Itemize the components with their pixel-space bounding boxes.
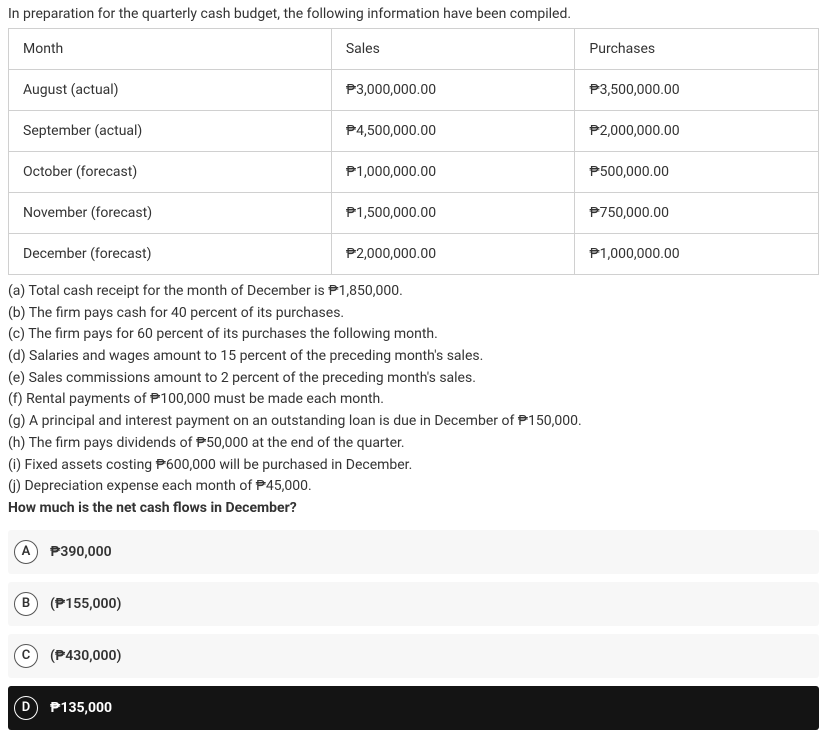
- statement-line: (d) Salaries and wages amount to 15 perc…: [8, 346, 819, 368]
- answer-option-c[interactable]: C (₱430,000): [8, 634, 819, 678]
- answer-option-d[interactable]: D ₱135,000: [8, 686, 819, 730]
- table-header: Purchases: [575, 29, 819, 70]
- option-letter-circle: A: [14, 540, 38, 564]
- option-label: (₱430,000): [50, 648, 121, 664]
- option-letter-circle: C: [14, 644, 38, 668]
- table-cell: ₱3,000,000.00: [331, 70, 575, 111]
- table-cell: ₱3,500,000.00: [575, 70, 819, 111]
- table-cell: ₱1,500,000.00: [331, 193, 575, 234]
- table-cell: ₱2,000,000.00: [331, 234, 575, 275]
- statement-line: (b) The firm pays cash for 40 percent of…: [8, 303, 819, 325]
- options-list: A ₱390,000 B (₱155,000) C (₱430,000) D ₱135,000: [8, 530, 819, 730]
- table-row: December (forecast)₱2,000,000.00₱1,000,0…: [9, 234, 819, 275]
- table-header-row: Month Sales Purchases: [9, 29, 819, 70]
- table-row: November (forecast)₱1,500,000.00₱750,000…: [9, 193, 819, 234]
- statement-line: (g) A principal and interest payment on …: [8, 411, 819, 433]
- table-cell: ₱2,000,000.00: [575, 111, 819, 152]
- option-letter-circle: D: [14, 696, 38, 720]
- statement-line: (f) Rental payments of ₱100,000 must be …: [8, 389, 819, 411]
- statement-line: (i) Fixed assets costing ₱600,000 will b…: [8, 455, 819, 477]
- table-cell: September (actual): [9, 111, 332, 152]
- table-row: October (forecast)₱1,000,000.00₱500,000.…: [9, 152, 819, 193]
- table-row: August (actual)₱3,000,000.00₱3,500,000.0…: [9, 70, 819, 111]
- table-cell: ₱500,000.00: [575, 152, 819, 193]
- answer-option-a[interactable]: A ₱390,000: [8, 530, 819, 574]
- statement-line: (e) Sales commissions amount to 2 percen…: [8, 368, 819, 390]
- data-table: Month Sales Purchases August (actual)₱3,…: [8, 28, 819, 275]
- statement-line: (c) The firm pays for 60 percent of its …: [8, 324, 819, 346]
- statement-line: (h) The firm pays dividends of ₱50,000 a…: [8, 433, 819, 455]
- question-text: How much is the net cash flows in Decemb…: [8, 498, 819, 520]
- option-label: (₱155,000): [50, 596, 121, 612]
- table-header: Sales: [331, 29, 575, 70]
- table-cell: October (forecast): [9, 152, 332, 193]
- statements-block: (a) Total cash receipt for the month of …: [8, 281, 819, 520]
- table-cell: November (forecast): [9, 193, 332, 234]
- table-cell: ₱4,500,000.00: [331, 111, 575, 152]
- option-label: ₱135,000: [50, 700, 112, 716]
- table-header: Month: [9, 29, 332, 70]
- statement-line: (a) Total cash receipt for the month of …: [8, 281, 819, 303]
- option-label: ₱390,000: [50, 544, 112, 560]
- table-cell: ₱750,000.00: [575, 193, 819, 234]
- intro-text: In preparation for the quarterly cash bu…: [8, 6, 819, 22]
- statement-line: (j) Depreciation expense each month of ₱…: [8, 476, 819, 498]
- answer-option-b[interactable]: B (₱155,000): [8, 582, 819, 626]
- table-cell: ₱1,000,000.00: [575, 234, 819, 275]
- table-row: September (actual)₱4,500,000.00₱2,000,00…: [9, 111, 819, 152]
- table-cell: December (forecast): [9, 234, 332, 275]
- table-cell: ₱1,000,000.00: [331, 152, 575, 193]
- option-letter-circle: B: [14, 592, 38, 616]
- table-cell: August (actual): [9, 70, 332, 111]
